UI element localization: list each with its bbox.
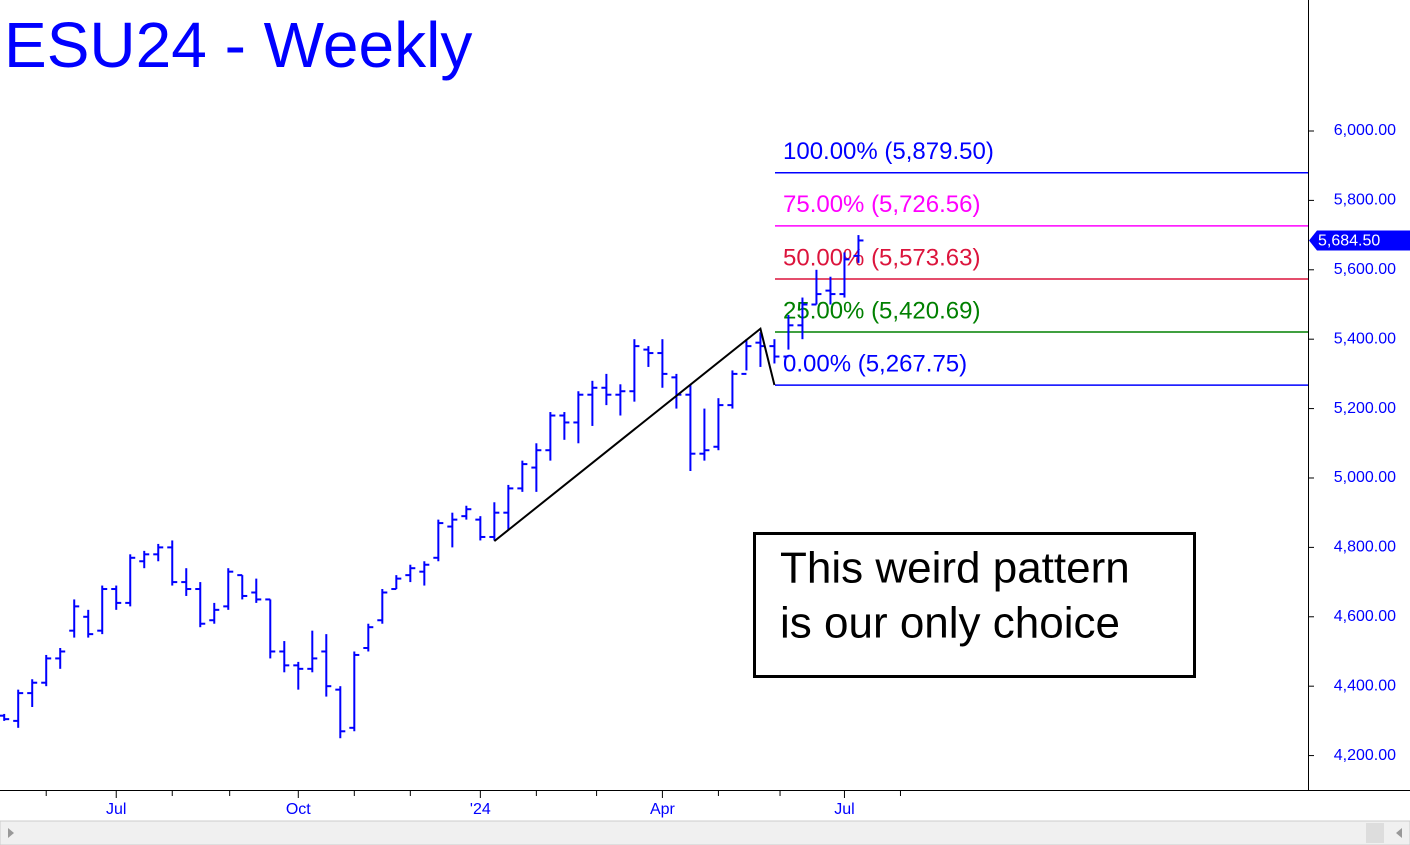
pattern-line (493, 327, 776, 542)
scroll-left[interactable] (8, 828, 14, 838)
scrollbar[interactable] (0, 820, 1410, 845)
chart-title: ESU24 - Weekly (4, 9, 472, 81)
y-tick-label: 4,800.00 (1334, 539, 1396, 556)
y-tick-label: 5,200.00 (1334, 400, 1396, 417)
last-price-tag (1309, 230, 1410, 251)
y-tick-label: 4,200.00 (1334, 747, 1396, 764)
y-tick-label: 5,600.00 (1334, 261, 1396, 278)
x-tick-label: '24 (470, 801, 491, 818)
annotation-box (753, 532, 1196, 678)
annotation: is our only choice (780, 599, 1120, 648)
y-tick-label: 4,600.00 (1334, 608, 1396, 625)
y-tick-label: 5,800.00 (1334, 192, 1396, 209)
y-tick-label: 5,000.00 (1334, 469, 1396, 486)
y-tick-label: 4,400.00 (1334, 677, 1396, 694)
scroll-right[interactable] (1396, 828, 1402, 838)
fib-label: 50.00% (5,573.63) (783, 244, 980, 271)
x-tick-label: Apr (650, 801, 676, 818)
x-tick-label: Jul (834, 801, 854, 818)
y-tick-label: 6,000.00 (1334, 122, 1396, 139)
x-tick-label: Jul (106, 801, 126, 818)
fib-label: 75.00% (5,726.56) (783, 191, 980, 218)
x-tick-label: Oct (286, 801, 311, 818)
fib-label: 100.00% (5,879.50) (783, 138, 994, 165)
scroll-thumb[interactable] (1366, 823, 1384, 843)
fib-label: 0.00% (5,267.75) (783, 350, 967, 377)
annotation: This weird pattern (780, 544, 1130, 593)
last-price-label: 5,684.50 (1318, 233, 1380, 250)
y-tick-label: 5,400.00 (1334, 330, 1396, 347)
fib-label: 25.00% (5,420.69) (783, 297, 980, 324)
